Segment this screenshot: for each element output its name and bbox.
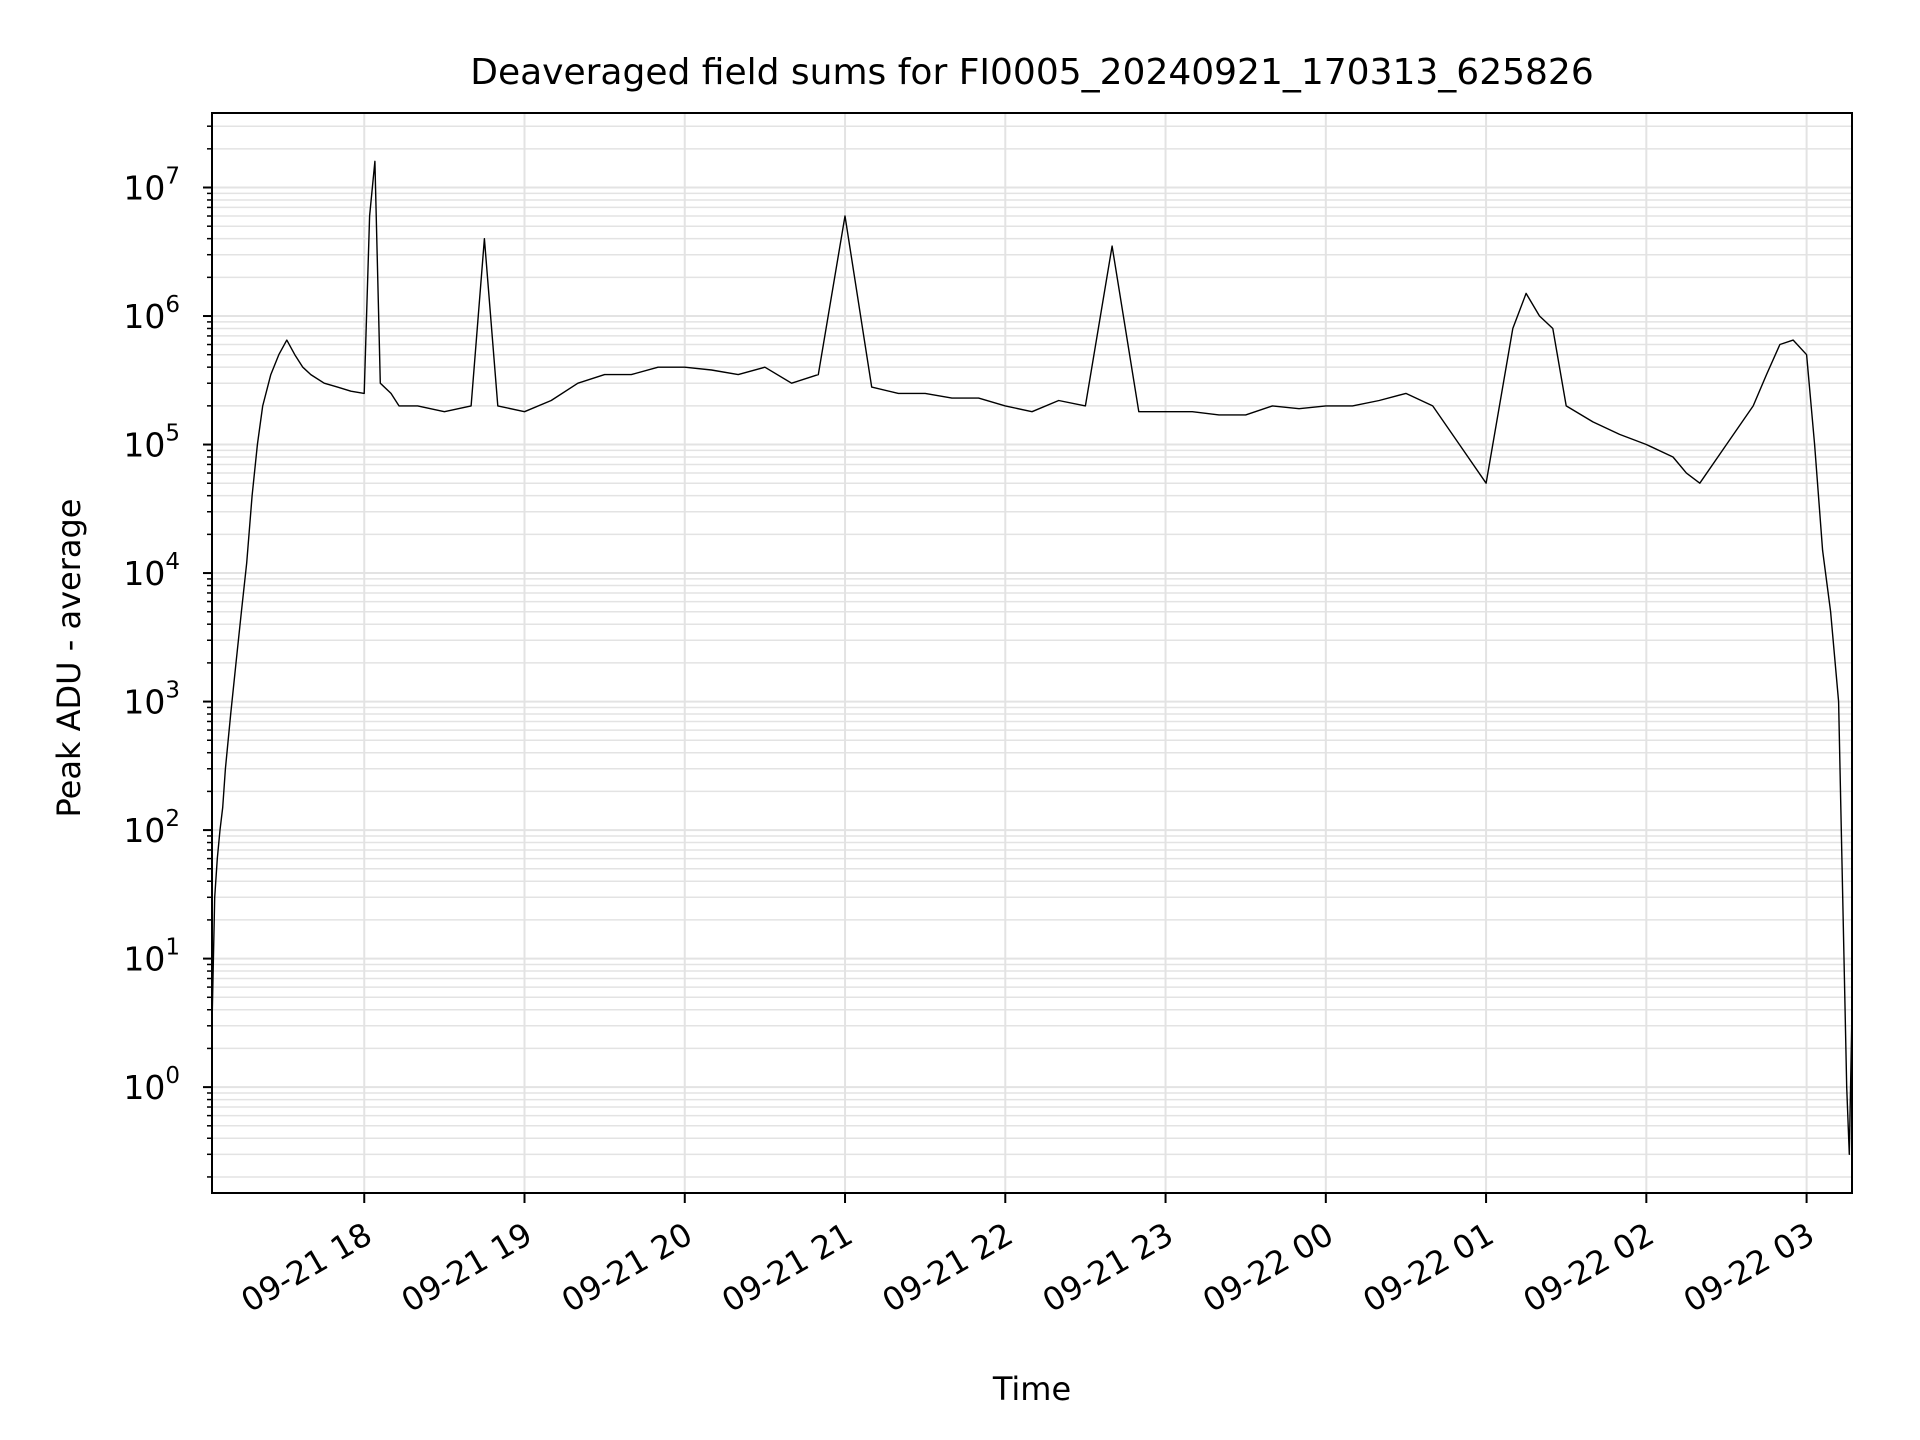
plot-frame <box>211 112 1853 1194</box>
y-tick-label: 103 <box>123 678 180 722</box>
series-area <box>211 160 1853 1155</box>
y-tick-label: 100 <box>123 1063 180 1107</box>
y-tick-label: 101 <box>123 935 180 979</box>
y-tick-label: 102 <box>123 806 180 850</box>
y-tick-label: 106 <box>123 292 180 336</box>
y-axis-label: Peak ADU - average <box>50 499 88 818</box>
x-axis-label: Time <box>992 1370 1071 1408</box>
y-tick-label: 105 <box>123 421 180 465</box>
y-tick-label: 107 <box>123 164 180 208</box>
y-tick-label: 104 <box>123 549 180 593</box>
series-line <box>211 160 1853 1155</box>
chart-title: Deaveraged field sums for FI0005_2024092… <box>470 52 1593 93</box>
